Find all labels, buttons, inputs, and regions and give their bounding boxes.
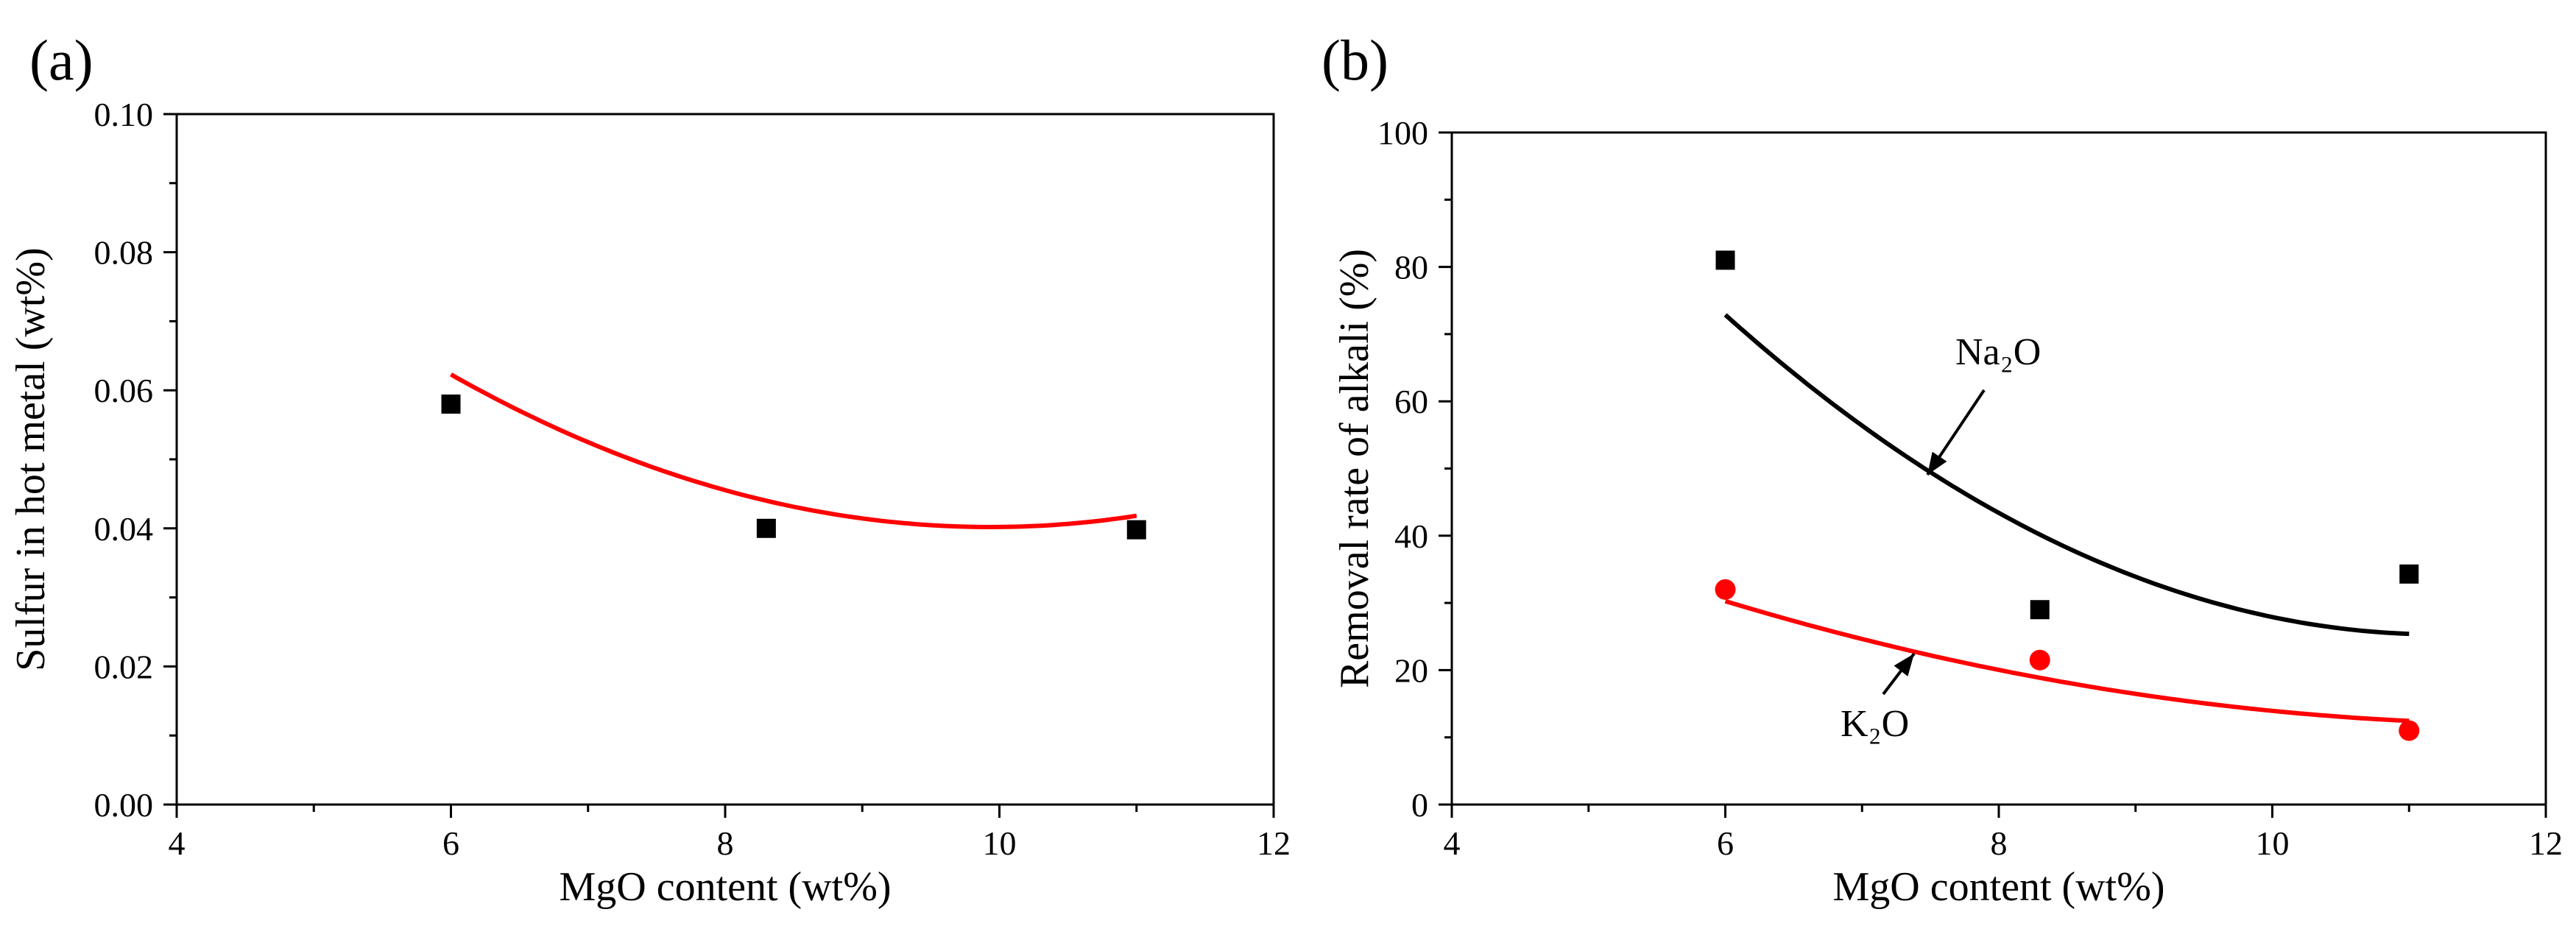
y-tick-label: 0.10: [94, 96, 154, 133]
data-point-na2o: [2030, 600, 2050, 620]
data-point-na2o: [2399, 564, 2419, 584]
data-point-k2o: [2029, 649, 2050, 671]
annotation-label-k2o: K₂O: [1841, 703, 1909, 745]
y-tick-label: 80: [1394, 249, 1428, 286]
annotation-arrowhead-k2o: [1894, 654, 1914, 676]
panel-label: (b): [1321, 28, 1388, 92]
x-axis-label: MgO content (wt%): [559, 864, 891, 910]
y-tick-label: 0.08: [94, 234, 154, 272]
data-point-na2o: [1715, 250, 1735, 270]
y-tick-label: 60: [1394, 383, 1428, 420]
chart-panel-b: 4 6 8 10 12 0 20 40 60 80 100 MgO content (wt%) Remo…: [1321, 28, 2563, 910]
y-axis-label: Removal rate of alkali (%): [1332, 249, 1377, 688]
y-tick-label: 100: [1377, 114, 1428, 152]
plot-frame: [1450, 131, 2547, 806]
data-point-k2o: [2399, 720, 2420, 741]
data-point-sulfur: [1126, 520, 1146, 540]
fit-curve-sulfur: [450, 372, 1137, 529]
fit-curve-na2o: [1723, 313, 2410, 637]
x-tick-label: 6: [442, 824, 459, 862]
fit-curve-k2o: [1724, 598, 2410, 724]
x-tick-label: 12: [2529, 824, 2563, 862]
x-tick-label: 4: [169, 824, 186, 862]
y-tick-label: 0.04: [94, 510, 154, 548]
y-tick-label: 0.00: [94, 786, 154, 824]
annotation-arrowhead-na2o: [1927, 451, 1947, 475]
y-tick-label: 20: [1394, 651, 1428, 689]
x-tick-label: 10: [983, 824, 1017, 862]
y-tick-label: 40: [1394, 517, 1428, 555]
x-tick-label: 8: [1991, 824, 2008, 862]
y-tick-label: 0: [1411, 786, 1428, 824]
plot-frame: [175, 113, 1275, 806]
annotation-label-na2o: Na₂O: [1955, 331, 2041, 373]
x-tick-label: 4: [1444, 824, 1461, 862]
data-point-k2o: [1715, 579, 1736, 600]
data-point-sulfur: [756, 518, 776, 538]
x-tick-label: 12: [1257, 824, 1291, 862]
y-tick-label: 0.06: [94, 372, 154, 409]
x-axis-label: MgO content (wt%): [1832, 864, 2164, 910]
x-tick-label: 8: [717, 824, 734, 862]
x-tick-label: 10: [2256, 824, 2290, 862]
x-tick-label: 6: [1717, 824, 1734, 862]
y-axis-label: Sulfur in hot metal (wt%): [8, 247, 54, 671]
panel-label: (a): [29, 28, 93, 92]
y-tick-label: 0.02: [94, 648, 154, 685]
data-point-sulfur: [441, 394, 461, 414]
chart-panel-a: 4 6 8 10 12 0.00 0.02 0.04 0.06 0.08 0.10 MgO conte…: [8, 28, 1291, 910]
